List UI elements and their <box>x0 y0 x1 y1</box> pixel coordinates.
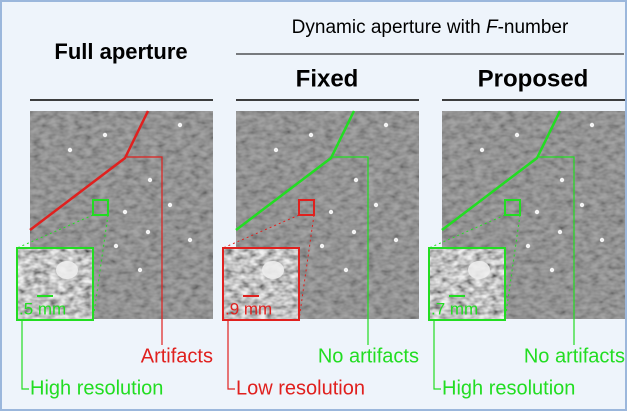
scatterer <box>600 238 604 242</box>
scatterer <box>146 230 150 234</box>
scatterer <box>309 133 313 137</box>
figure: Full aperture Dynamic aperture with F-nu… <box>0 0 627 411</box>
scatterer <box>178 123 182 127</box>
scale-label: .7 mm <box>431 299 478 318</box>
scatterer <box>114 244 118 248</box>
scale-label: .5 mm <box>19 299 66 318</box>
scale-label: .9 mm <box>225 299 272 318</box>
scatterer <box>103 133 107 137</box>
text: Dynamic aperture with <box>292 17 486 38</box>
title-full: Full aperture <box>54 39 187 64</box>
panel-title: Proposed <box>478 65 589 92</box>
resolution-label: High resolution <box>442 377 575 399</box>
resolution-label: High resolution <box>30 377 163 399</box>
scatterer <box>384 123 388 127</box>
inset-blob <box>56 261 78 279</box>
inset-blob <box>468 261 490 279</box>
artifact-label: Artifacts <box>141 345 213 367</box>
scatterer <box>320 244 324 248</box>
scatterer <box>68 148 72 152</box>
scatterer <box>274 148 278 152</box>
scatterer <box>138 268 142 272</box>
scatterer <box>329 210 333 214</box>
scatterer <box>352 230 356 234</box>
scatterer <box>148 178 152 182</box>
scatterer <box>344 268 348 272</box>
scatterer <box>535 210 539 214</box>
scatterer <box>560 178 564 182</box>
scatterer <box>354 178 358 182</box>
scatterer <box>515 133 519 137</box>
title-dynamic: Dynamic aperture with F-number <box>292 17 569 38</box>
scatterer <box>480 148 484 152</box>
panel-title: Fixed <box>296 65 359 92</box>
scatterer <box>550 268 554 272</box>
artifact-label: No artifacts <box>524 345 625 367</box>
scatterer <box>394 238 398 242</box>
scatterer <box>558 230 562 234</box>
scatterer <box>123 210 127 214</box>
scatterer <box>580 203 584 207</box>
scatterer <box>374 203 378 207</box>
scatterer <box>188 238 192 242</box>
scatterer <box>168 203 172 207</box>
text: -number <box>498 17 569 38</box>
inset-blob <box>262 261 284 279</box>
artifact-label: No artifacts <box>318 345 419 367</box>
scatterer <box>590 123 594 127</box>
scatterer <box>526 244 530 248</box>
resolution-label: Low resolution <box>236 377 365 399</box>
